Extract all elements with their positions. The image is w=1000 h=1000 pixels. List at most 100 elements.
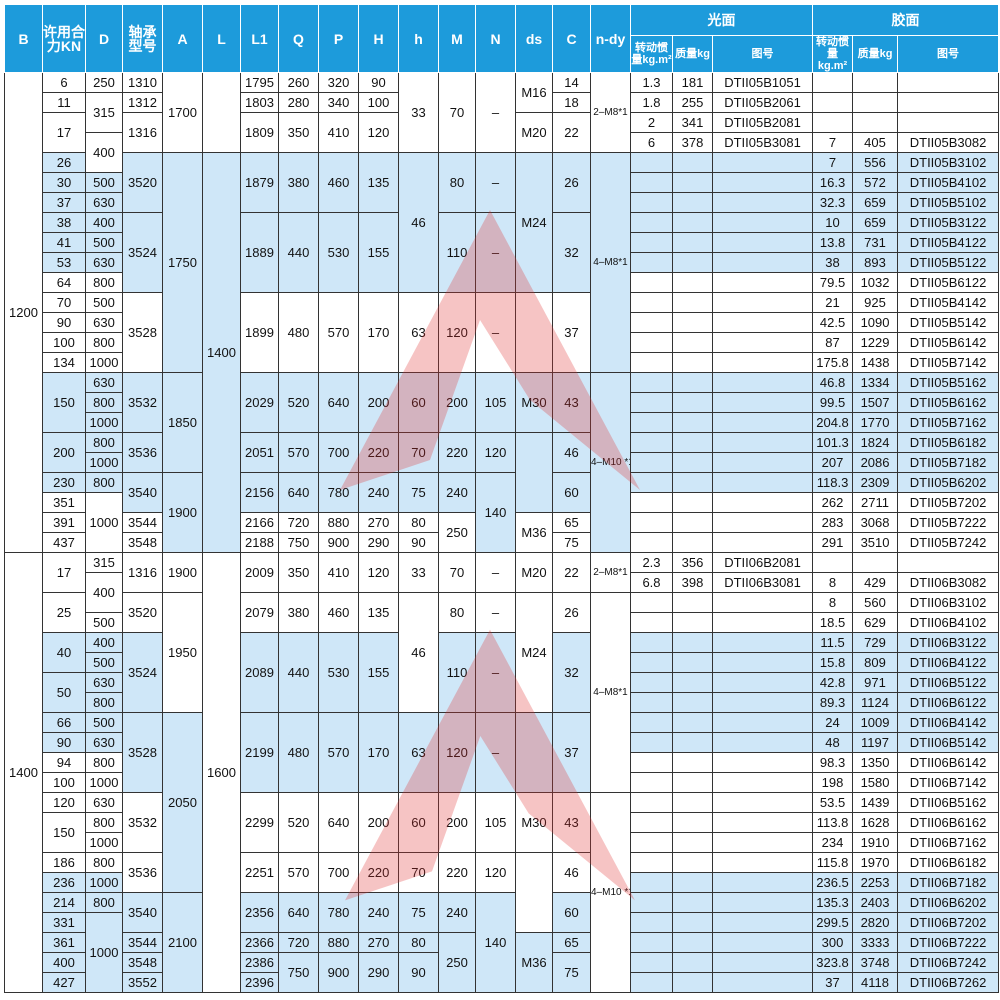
table-cell: 70 <box>438 72 476 153</box>
table-cell: 13.8 <box>812 232 854 253</box>
table-cell: 2386 <box>240 952 279 973</box>
table-cell <box>630 932 673 953</box>
table-cell <box>812 72 854 93</box>
table-cell: 65 <box>552 512 591 533</box>
table-cell: DTII06B6142 <box>897 752 1000 773</box>
table-cell: 400 <box>85 212 123 233</box>
table-cell: 520 <box>278 792 319 853</box>
table-cell <box>812 92 854 113</box>
table-cell: 380 <box>278 152 319 213</box>
table-cell <box>672 592 713 613</box>
table-cell: 299.5 <box>812 912 854 933</box>
table-cell: 283 <box>812 512 854 533</box>
table-cell: DTII05B3102 <box>897 152 1000 173</box>
table-cell: 8 <box>812 592 854 613</box>
table-cell: 1000 <box>85 412 123 433</box>
table-cell: 2396 <box>240 972 279 993</box>
table-cell: 1312 <box>122 92 163 113</box>
table-cell: 1700 <box>162 72 203 153</box>
table-row: 40 400 3524 2089 440 530 155 110–32 11.5 729 DTII0… <box>5 632 1000 713</box>
table-cell: 17 <box>42 552 86 593</box>
table-cell: 220 <box>438 852 476 893</box>
table-cell: 3333 <box>852 932 899 953</box>
table-cell: 200 <box>438 792 476 853</box>
table-cell: 1824 <box>852 432 899 453</box>
table-cell: 570 <box>318 292 359 373</box>
table-cell <box>711 832 814 853</box>
table-cell <box>515 432 553 513</box>
table-cell: 380 <box>278 592 319 633</box>
table-cell: 26 <box>552 152 591 213</box>
table-cell: 2253 <box>852 872 899 893</box>
table-cell <box>672 632 713 653</box>
table-cell: 800 <box>85 852 123 873</box>
table-cell <box>630 812 673 833</box>
table-cell: 2100 <box>162 892 203 993</box>
table-cell: 340 <box>318 92 359 113</box>
table-cell: 720 <box>278 512 319 533</box>
table-row: 120 630 3532 2299 520 640 200 60 200 105 M30 43 4–M1… <box>5 792 1000 993</box>
table-cell: M30 <box>515 372 553 433</box>
table-cell <box>711 712 814 733</box>
table-cell <box>630 752 673 773</box>
table-cell: 800 <box>85 752 123 773</box>
table-cell <box>711 752 814 773</box>
table-cell <box>672 232 713 253</box>
table-cell: 1889 <box>240 212 279 293</box>
table-cell: 720 <box>278 932 319 953</box>
table-cell <box>630 172 673 193</box>
table-cell <box>630 652 673 673</box>
table-cell: 500 <box>85 172 123 193</box>
table-cell: 135.3 <box>812 892 854 913</box>
table-cell: DTII05B7222 <box>897 512 1000 533</box>
table-cell: DTII05B3122 <box>897 212 1000 233</box>
table-cell <box>711 232 814 253</box>
table-cell: 323.8 <box>812 952 854 973</box>
table-cell <box>630 352 673 373</box>
table-cell <box>630 712 673 733</box>
table-cell: 98.3 <box>812 752 854 773</box>
table-cell: 800 <box>85 332 123 353</box>
table-cell: 398 <box>672 572 713 593</box>
table-row: 186 800 3536 2251 570 700 220 70 220 120 46 115.8 19… <box>5 852 1000 933</box>
table-cell: 1000 <box>85 772 123 793</box>
table-cell: 731 <box>852 232 899 253</box>
table-cell: 1507 <box>852 392 899 413</box>
table-cell: M20 <box>515 552 553 593</box>
table-cell: 356 <box>672 552 713 573</box>
table-cell <box>672 252 713 273</box>
table-cell <box>630 152 673 173</box>
table-cell: 170 <box>358 292 399 373</box>
table-cell: 100 <box>358 92 399 113</box>
table-cell: 22 <box>552 552 591 593</box>
table-cell: 99.5 <box>812 392 854 413</box>
table-cell: 2089 <box>240 632 279 713</box>
table-cell <box>711 892 814 913</box>
table-cell: 500 <box>85 292 123 313</box>
table-cell: 1334 <box>852 372 899 393</box>
table-cell: 3510 <box>852 532 899 553</box>
table-cell: DTII06B7242 <box>897 952 1000 973</box>
table-cell: 3528 <box>122 712 163 793</box>
table-cell: 630 <box>85 312 123 333</box>
table-cell: 640 <box>278 892 319 933</box>
table-cell: 200 <box>438 372 476 433</box>
table-cell <box>711 252 814 273</box>
table-cell: 8 <box>812 572 854 593</box>
table-cell <box>711 272 814 293</box>
table-cell: 186 <box>42 852 86 873</box>
table-cell: 100 <box>42 772 86 793</box>
table-cell <box>630 192 673 213</box>
table-cell <box>711 852 814 873</box>
table-cell: 42.8 <box>812 672 854 693</box>
table-cell: 3524 <box>122 632 163 713</box>
table-cell: 30 <box>42 172 86 193</box>
table-cell <box>630 492 673 513</box>
table-cell: 250 <box>85 72 123 93</box>
table-cell: 234 <box>812 832 854 853</box>
table-row: 53 630 38 893 DTII05B5122 <box>5 252 1000 273</box>
table-cell: 500 <box>85 612 123 633</box>
table-cell: 75 <box>398 892 439 933</box>
table-cell: 300 <box>812 932 854 953</box>
table-cell: 1.3 <box>630 72 673 93</box>
